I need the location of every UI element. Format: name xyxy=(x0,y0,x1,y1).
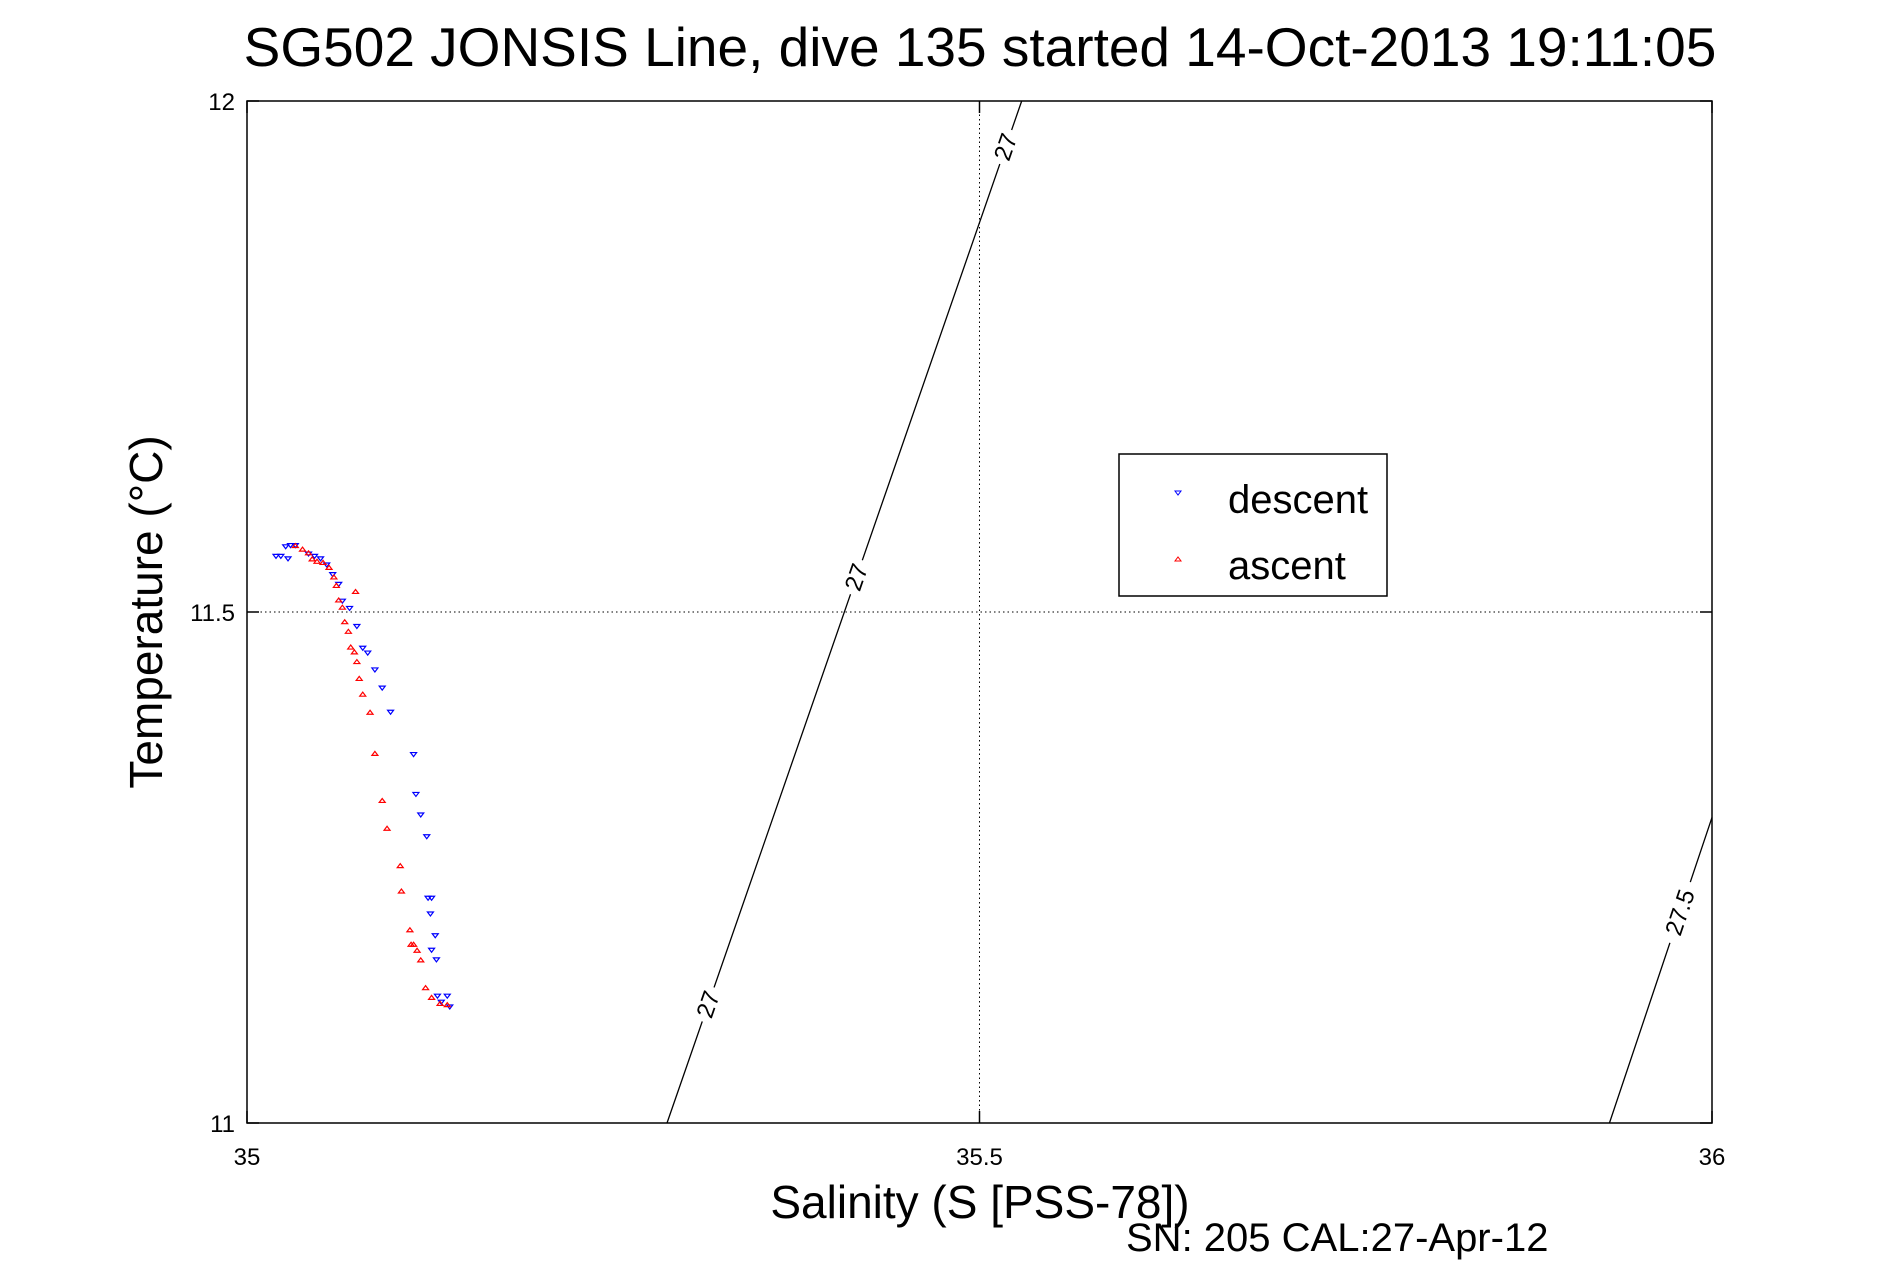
descent-point xyxy=(422,834,431,840)
axis-ticks: 35 35.5 36 11 11.5 12 xyxy=(190,89,1725,1171)
footnote-sn-cal: SN: 205 CAL:27-Apr-12 xyxy=(1126,1216,1548,1260)
ascent-point xyxy=(435,1000,445,1007)
ascent-point xyxy=(307,555,317,562)
isopycnal-label: 27 xyxy=(837,555,876,599)
descent-point xyxy=(363,650,372,657)
x-tick-label: 35 xyxy=(234,1144,261,1171)
isopycnal-label-bg xyxy=(1656,877,1704,948)
descent-point xyxy=(411,791,421,798)
legend-label-descent: descent xyxy=(1228,478,1368,522)
ascent-point xyxy=(346,644,355,650)
ascent-point xyxy=(291,542,300,549)
ascent-point xyxy=(427,994,436,1000)
ascent-point xyxy=(412,947,422,953)
isopycnal-line xyxy=(666,100,1023,1124)
descent-point xyxy=(271,553,281,560)
descent-point xyxy=(426,911,435,918)
ascent-point xyxy=(324,564,334,570)
isopycnal-label: 27 xyxy=(986,125,1025,169)
descent-point xyxy=(286,542,295,549)
isopycnal-label-bg xyxy=(689,982,728,1027)
y-axis-label: Temperature (°C) xyxy=(120,435,172,788)
isopycnal-label: 27 xyxy=(689,982,728,1027)
descent-point xyxy=(304,551,313,558)
ascent-point xyxy=(365,709,375,715)
descent-point xyxy=(276,553,286,560)
ascent-point xyxy=(416,956,425,963)
ascent-point xyxy=(443,1001,452,1008)
ascent-point xyxy=(355,675,364,682)
descent-point xyxy=(352,623,362,630)
ascent-point xyxy=(397,888,406,894)
y-tick-label: 11.5 xyxy=(190,600,235,627)
descent-point xyxy=(358,645,367,652)
grid-lines xyxy=(247,100,1713,1123)
ascent-point xyxy=(340,618,349,625)
descent-point xyxy=(310,553,319,560)
ascent-point xyxy=(352,658,362,665)
descent-point xyxy=(427,947,436,954)
ascent-point xyxy=(338,604,347,610)
isopycnal-line xyxy=(1608,817,1713,1124)
ascent-point xyxy=(350,648,359,655)
isopycnal-label-bg xyxy=(986,125,1025,169)
ascent-point xyxy=(396,862,405,869)
y-tick-label: 12 xyxy=(208,89,235,116)
isopycnal-label-text: 27.5 xyxy=(1660,886,1700,939)
descent-point xyxy=(345,605,354,612)
ascent-point xyxy=(329,573,339,580)
legend: descent ascent xyxy=(1118,453,1388,597)
ascent-point xyxy=(332,582,341,589)
descent-point xyxy=(433,993,442,1000)
x-axis-label: Salinity (S [PSS-78]) xyxy=(770,1176,1189,1228)
descent-point xyxy=(281,544,290,550)
descent-point xyxy=(378,685,387,692)
descent-point xyxy=(409,751,418,758)
ascent-point xyxy=(298,546,307,552)
descent-point xyxy=(432,957,441,963)
ascent-point xyxy=(344,628,353,634)
descent-point xyxy=(443,993,452,1000)
descent-point xyxy=(416,812,425,818)
isopycnal-label-bg xyxy=(837,555,876,599)
descent-point xyxy=(283,556,293,562)
descent-point xyxy=(427,895,436,902)
descent-point xyxy=(431,933,440,939)
data-points xyxy=(271,542,454,1010)
isopycnal-label: 27.5 xyxy=(1656,877,1704,948)
ascent-point xyxy=(312,558,322,564)
legend-box xyxy=(1118,453,1388,597)
ascent-point xyxy=(378,797,387,804)
descent-point xyxy=(386,709,395,716)
legend-marker-ascent xyxy=(1174,556,1182,562)
ascent-point xyxy=(318,559,328,566)
y-tick-label: 11 xyxy=(210,1111,235,1138)
legend-label-ascent: ascent xyxy=(1228,544,1346,588)
ascent-point xyxy=(351,588,360,595)
ascent-point xyxy=(405,926,415,933)
legend-marker-descent xyxy=(1174,490,1182,496)
descent-point xyxy=(316,556,325,562)
ascent-point xyxy=(406,941,416,947)
ascent-point xyxy=(334,596,343,603)
x-tick-label: 36 xyxy=(1699,1144,1726,1171)
chart-title: SG502 JONSIS Line, dive 135 started 14-O… xyxy=(244,16,1717,78)
ascent-point xyxy=(304,549,313,556)
descent-point xyxy=(370,667,380,673)
x-tick-label: 35.5 xyxy=(956,1144,1003,1171)
ascent-point xyxy=(370,750,380,756)
ascent-point xyxy=(421,984,430,991)
ascent-point xyxy=(358,691,367,697)
ascent-point xyxy=(382,825,392,831)
